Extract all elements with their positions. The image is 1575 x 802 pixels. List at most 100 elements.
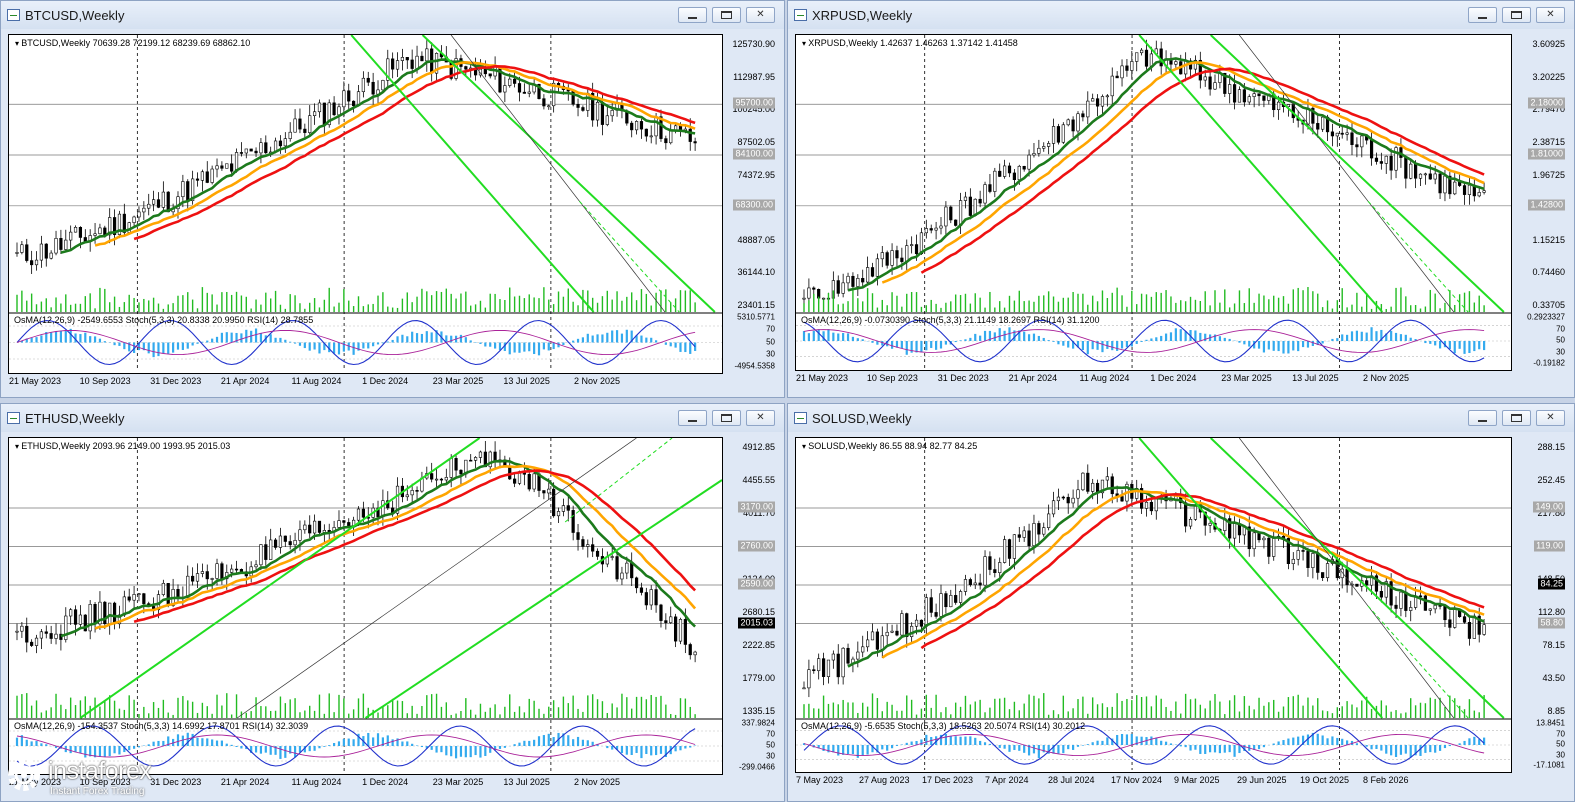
candle-body	[817, 658, 821, 672]
title-bar[interactable]: ETHUSD,Weekly	[1, 404, 784, 432]
candle-body	[20, 625, 24, 632]
maximize-button[interactable]	[712, 410, 741, 426]
candle-body	[439, 478, 444, 481]
rsi-line	[16, 734, 696, 758]
plot-area-ethusd[interactable]	[8, 437, 723, 775]
current-price-badge: 84.25	[1538, 578, 1565, 590]
candle-body	[630, 122, 634, 131]
close-button[interactable]	[1536, 410, 1565, 426]
date-tick: 31 Dec 2023	[150, 376, 202, 386]
candle-body	[142, 593, 146, 604]
candle-body	[342, 90, 346, 108]
minimize-button[interactable]	[678, 7, 707, 23]
ma-mid-line	[94, 60, 696, 247]
title-bar[interactable]: SOLUSD,Weekly	[788, 404, 1574, 432]
close-button[interactable]	[746, 410, 775, 426]
channel-line-upper	[79, 438, 481, 719]
candle-body	[1022, 165, 1026, 170]
level-badge: 149.00	[1533, 501, 1565, 513]
osc-tick: 70	[1556, 729, 1565, 738]
candle-body	[880, 252, 884, 260]
maximize-button[interactable]	[1502, 7, 1531, 23]
chart-window-solusd[interactable]: SOLUSD,Weekly SOLUSD,Weekly 86.55 88.94 8…	[787, 403, 1575, 802]
close-button[interactable]	[1536, 7, 1565, 23]
candle-body	[73, 226, 78, 233]
title-bar[interactable]: BTCUSD,Weekly	[1, 1, 784, 29]
candle-body	[103, 601, 107, 625]
price-tick: 2222.85	[742, 640, 775, 650]
stoch-line	[803, 319, 1485, 363]
candle-body	[283, 535, 287, 542]
plot-area-btcusd[interactable]	[8, 34, 723, 374]
close-button[interactable]	[746, 7, 775, 23]
candle-body	[1257, 93, 1261, 97]
channel-projection	[1367, 200, 1469, 313]
chart-window-xrpusd[interactable]: XRPUSD,Weekly XRPUSD,Weekly 1.42637 1.462…	[787, 0, 1575, 398]
minimize-button[interactable]	[678, 410, 707, 426]
candle-body	[332, 102, 336, 116]
candle-body	[220, 165, 224, 169]
date-tick: 1 Dec 2024	[362, 777, 409, 787]
candle-body	[836, 653, 840, 678]
candle-body	[1091, 482, 1095, 492]
candle-body	[861, 646, 865, 653]
candle-body	[861, 278, 865, 283]
date-tick: 9 Mar 2025	[1174, 775, 1220, 785]
candle-body	[693, 651, 697, 656]
candle-body	[591, 544, 595, 552]
candle-body	[693, 141, 697, 144]
candle-body	[870, 631, 875, 641]
candle-body	[488, 451, 492, 468]
date-tick: 21 Apr 2024	[220, 777, 270, 787]
candle-body	[905, 245, 909, 262]
candle-body	[542, 98, 546, 107]
candle-body	[649, 589, 653, 606]
candle-body	[1193, 59, 1198, 70]
candle-body	[1100, 96, 1105, 107]
candle-body	[993, 170, 997, 192]
candle-body	[312, 111, 317, 117]
candle-body	[875, 258, 879, 277]
candle-body	[1247, 526, 1251, 550]
candle-body	[639, 587, 644, 593]
candle-body	[1277, 101, 1281, 111]
date-tick: 13 Jul 2025	[1292, 373, 1339, 383]
title-bar[interactable]: XRPUSD,Weekly	[788, 1, 1574, 29]
plot-area-xrpusd[interactable]	[795, 34, 1512, 371]
candle-body	[1267, 537, 1271, 557]
candle-body	[400, 57, 405, 61]
candle-body	[1159, 48, 1163, 67]
candle-body	[1037, 147, 1041, 154]
plot-area-solusd[interactable]	[795, 437, 1512, 773]
candle-body	[1003, 539, 1007, 563]
candle-body	[176, 196, 180, 210]
minimize-button[interactable]	[1468, 410, 1497, 426]
level-badge: 68300.00	[733, 199, 775, 211]
chart-window-btcusd[interactable]: BTCUSD,Weekly BTCUSD,Weekly 70639.28 7219…	[0, 0, 785, 398]
candle-body	[1423, 595, 1427, 611]
price-tick: 100245.00	[732, 104, 775, 115]
chart-window-ethusd[interactable]: ETHUSD,Weekly ETHUSD,Weekly 2093.96 2149.…	[0, 403, 785, 802]
symbol-info: BTCUSD,Weekly 70639.28 72199.12 68239.69…	[15, 38, 250, 48]
candle-body	[1228, 84, 1232, 94]
maximize-button[interactable]	[712, 7, 741, 23]
price-axis: 3.609253.202252.794702.387151.967251.559…	[1512, 34, 1569, 371]
candle-body	[1061, 124, 1065, 143]
candle-body	[1066, 496, 1070, 504]
candle-body	[1144, 49, 1149, 67]
candle-body	[1306, 551, 1310, 568]
minimize-button[interactable]	[1468, 7, 1497, 23]
candle-body	[278, 535, 283, 548]
level-badge: 95700.00	[733, 97, 775, 109]
osc-tick: 50	[766, 740, 775, 750]
candle-body	[1316, 553, 1320, 573]
candle-body	[147, 203, 151, 209]
date-tick: 17 Dec 2023	[922, 775, 974, 785]
candle-body	[1017, 165, 1021, 181]
maximize-button[interactable]	[1502, 410, 1531, 426]
candle-body	[1418, 173, 1423, 179]
candle-body	[1223, 72, 1227, 94]
candle-body	[137, 593, 141, 595]
candle-body	[117, 614, 122, 625]
price-tick: 74372.95	[737, 169, 775, 180]
